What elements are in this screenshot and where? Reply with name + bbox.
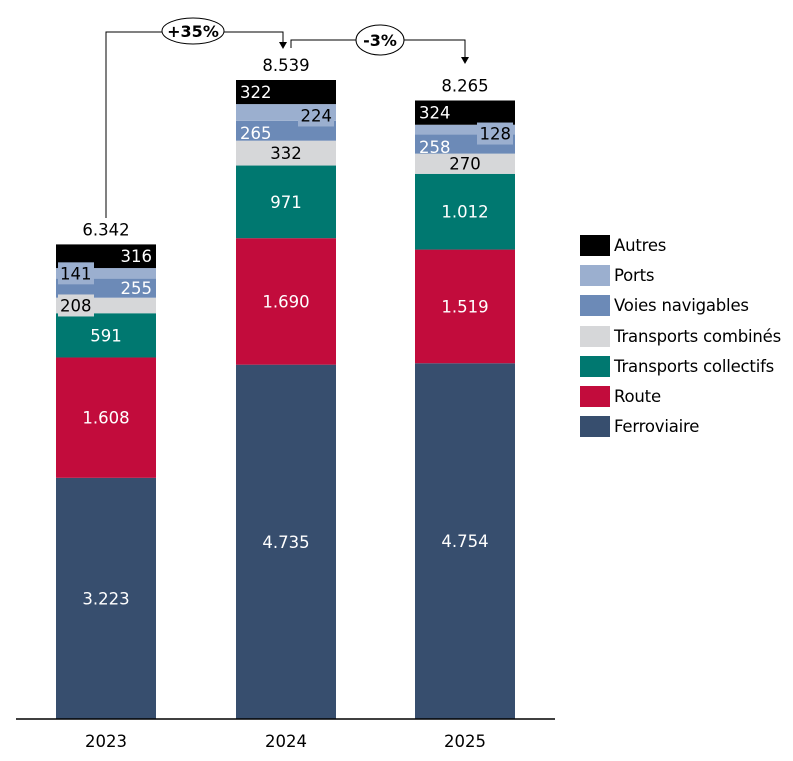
growth-label-2024-2025: -3% xyxy=(363,31,397,50)
bar-segment-transports-combines-2024 xyxy=(236,140,336,166)
data-label-ferroviaire-2024: 4.735 xyxy=(262,533,309,552)
data-label-ports-2025: 128 xyxy=(480,125,512,144)
x-tick-labels: 2023 2024 2025 xyxy=(85,732,486,751)
legend-label-voies-navigables: Voies navigables xyxy=(614,296,749,316)
legend-item-voies-navigables: Voies navigables xyxy=(580,291,781,321)
legend-label-ferroviaire: Ferroviaire xyxy=(614,417,700,437)
bar-segment-transports-collectifs-2024 xyxy=(236,165,336,239)
data-label-autres-2023: 316 xyxy=(121,247,153,266)
label-box-ports-2024 xyxy=(298,104,334,127)
legend-label-transports-combines: Transports combinés xyxy=(614,326,781,346)
bar-segment-autres-2025 xyxy=(415,100,515,125)
bars-layer xyxy=(56,80,515,719)
x-tick-2025: 2025 xyxy=(444,732,486,751)
bar-segment-transports-collectifs-2023 xyxy=(56,313,156,358)
legend-swatch-ferroviaire xyxy=(580,416,610,438)
data-label-autres-2025: 324 xyxy=(419,104,451,123)
legend-swatch-voies-navigables xyxy=(580,295,610,317)
legend-label-autres: Autres xyxy=(614,235,667,255)
arrow-down-icon xyxy=(279,42,287,49)
legend-swatch-transports-combines xyxy=(580,325,610,347)
labels-layer: 3.223 1.608 591 208 255 141 316 4.735 1.690 971 33… xyxy=(58,83,513,608)
bar-segment-ports-2023 xyxy=(56,268,156,279)
legend-item-autres: Autres xyxy=(580,230,781,260)
legend-swatch-ports xyxy=(580,264,610,286)
data-label-route-2024: 1.690 xyxy=(262,292,309,311)
data-label-ports-2023: 141 xyxy=(60,264,92,283)
arrow-down-icon xyxy=(461,57,469,64)
legend-label-ports: Ports xyxy=(614,265,655,285)
bar-segment-autres-2024 xyxy=(236,80,336,105)
legend-item-transports-combines: Transports combinés xyxy=(580,321,781,351)
data-label-voies-navigables-2025: 258 xyxy=(419,138,451,157)
legend-swatch-autres xyxy=(580,234,610,256)
bar-segment-route-2024 xyxy=(236,238,336,365)
data-label-voies-navigables-2024: 265 xyxy=(240,124,272,143)
bar-segment-route-2025 xyxy=(415,249,515,364)
label-box-transports-combines-2023 xyxy=(58,294,94,317)
data-label-transports-combines-2023: 208 xyxy=(60,296,92,315)
legend-swatch-route xyxy=(580,386,610,408)
total-label-2024: 8.539 xyxy=(262,56,309,75)
legend-label-route: Route xyxy=(614,387,661,407)
label-box-ports-2025 xyxy=(477,122,513,145)
bar-segment-transports-combines-2025 xyxy=(415,153,515,174)
data-label-transports-collectifs-2024: 971 xyxy=(270,193,302,212)
x-tick-2024: 2024 xyxy=(265,732,307,751)
total-label-2023: 6.342 xyxy=(82,220,129,239)
data-label-transports-combines-2025: 270 xyxy=(449,155,481,174)
growth-badge-2023-2024 xyxy=(161,17,225,45)
data-label-ferroviaire-2023: 3.223 xyxy=(82,589,129,608)
data-label-route-2025: 1.519 xyxy=(441,297,488,316)
bar-segment-autres-2023 xyxy=(56,244,156,269)
total-labels: 6.342 8.539 8.265 xyxy=(82,56,488,239)
data-label-transports-collectifs-2023: 591 xyxy=(90,326,122,345)
data-label-voies-navigables-2023: 255 xyxy=(121,279,153,298)
legend-item-ferroviaire: Ferroviaire xyxy=(580,412,781,442)
growth-annotations: +35% -3% xyxy=(105,17,469,218)
bar-segment-ferroviaire-2023 xyxy=(56,477,156,719)
growth-label-2023-2024: +35% xyxy=(167,22,219,41)
legend-item-transports-collectifs: Transports collectifs xyxy=(580,351,781,381)
data-label-ferroviaire-2025: 4.754 xyxy=(441,532,488,551)
legend-item-ports: Ports xyxy=(580,260,781,290)
legend-label-transports-collectifs: Transports collectifs xyxy=(614,356,775,376)
legend: Autres Ports Voies navigables Transports co… xyxy=(580,230,781,442)
bar-segment-route-2023 xyxy=(56,357,156,478)
data-label-autres-2024: 322 xyxy=(240,83,272,102)
data-label-transports-combines-2024: 332 xyxy=(270,144,302,163)
data-label-ports-2024: 224 xyxy=(301,106,333,125)
label-box-ports-2023 xyxy=(58,262,94,285)
legend-item-route: Route xyxy=(580,381,781,411)
x-tick-2023: 2023 xyxy=(85,732,127,751)
bar-segment-ports-2025 xyxy=(415,124,515,135)
bar-segment-ferroviaire-2024 xyxy=(236,364,336,719)
total-label-2025: 8.265 xyxy=(441,77,488,96)
bar-segment-ferroviaire-2025 xyxy=(415,363,515,719)
data-label-transports-collectifs-2025: 1.012 xyxy=(441,203,488,222)
growth-badge-2024-2025 xyxy=(355,24,405,56)
bar-segment-transports-collectifs-2025 xyxy=(415,173,515,250)
data-label-route-2023: 1.608 xyxy=(82,409,129,428)
legend-swatch-transports-collectifs xyxy=(580,355,610,377)
